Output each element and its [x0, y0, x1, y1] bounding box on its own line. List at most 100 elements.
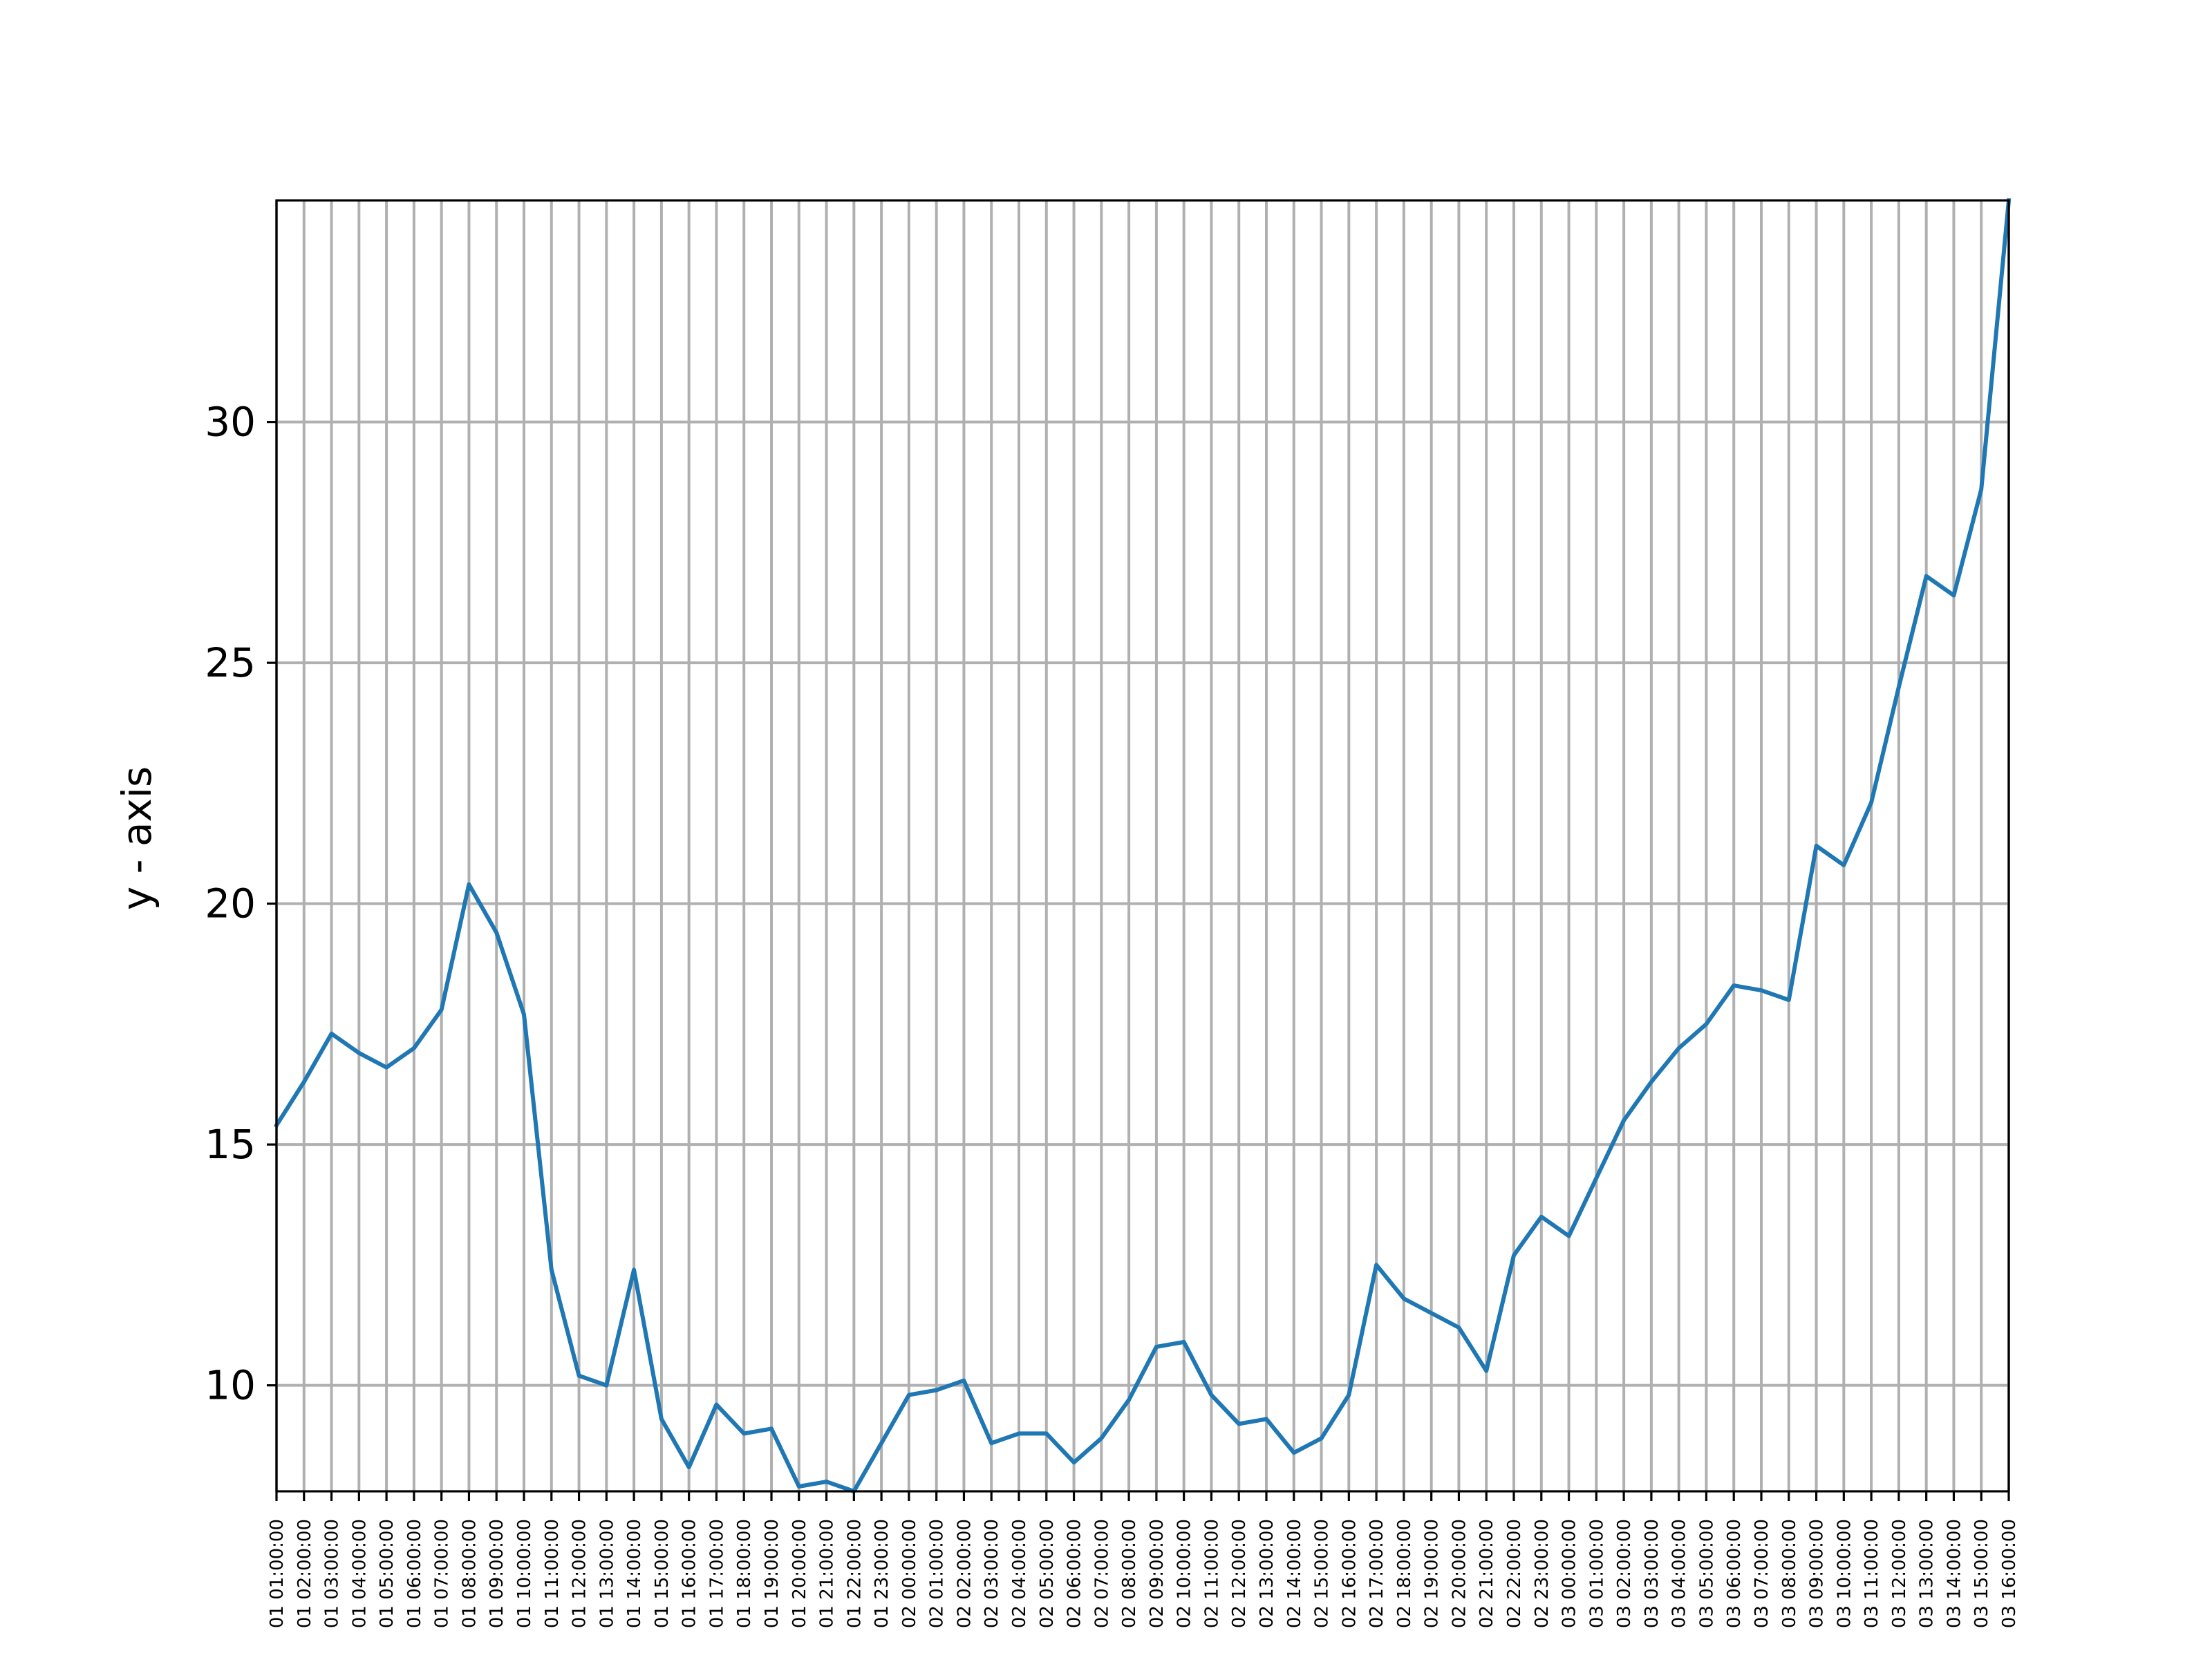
x-tick-label: 01 19:00:00: [762, 1519, 782, 1628]
data-point: [1182, 1340, 1186, 1344]
data-point: [935, 1388, 939, 1392]
data-point: [604, 1384, 608, 1388]
x-tick-label: 02 13:00:00: [1257, 1519, 1277, 1628]
data-point: [1759, 988, 1763, 992]
x-tick-label: 01 15:00:00: [652, 1519, 673, 1628]
data-point: [440, 1008, 444, 1012]
x-tick-label: 02 07:00:00: [1091, 1519, 1112, 1628]
x-tick-label: 03 10:00:00: [1834, 1519, 1855, 1628]
x-tick-label: 02 21:00:00: [1477, 1519, 1497, 1628]
x-tick-label: 01 08:00:00: [459, 1519, 480, 1628]
data-point: [1044, 1431, 1049, 1435]
data-point: [1484, 1369, 1488, 1373]
data-point: [1897, 685, 1901, 689]
x-tick-label: 02 00:00:00: [899, 1519, 920, 1628]
x-tick-label: 03 15:00:00: [1971, 1519, 1992, 1628]
x-tick-label: 03 02:00:00: [1614, 1519, 1635, 1628]
data-point: [384, 1066, 388, 1070]
data-point: [302, 1080, 306, 1084]
data-point: [330, 1032, 334, 1036]
data-point: [1539, 1215, 1544, 1219]
x-tick-label: 01 07:00:00: [432, 1519, 453, 1628]
x-tick-label: 03 01:00:00: [1586, 1519, 1607, 1628]
x-tick-label: 01 12:00:00: [570, 1519, 590, 1628]
data-point: [1869, 800, 1873, 804]
x-tick-label: 02 22:00:00: [1504, 1519, 1525, 1628]
data-point: [1154, 1345, 1159, 1349]
data-point: [550, 1267, 554, 1272]
x-tick-label: 03 00:00:00: [1559, 1519, 1580, 1628]
data-point: [1264, 1417, 1268, 1421]
x-tick-label: 02 15:00:00: [1312, 1519, 1333, 1628]
x-tick-label: 02 17:00:00: [1367, 1519, 1387, 1628]
x-tick-label: 01 18:00:00: [734, 1519, 755, 1628]
data-point: [1649, 1080, 1653, 1084]
x-tick-label: 02 11:00:00: [1201, 1519, 1222, 1628]
data-point: [522, 1012, 526, 1017]
x-tick-label: 03 08:00:00: [1779, 1519, 1800, 1628]
data-point: [1951, 594, 1956, 598]
y-axis-label: y - axis: [113, 766, 160, 910]
data-point: [1127, 1398, 1131, 1402]
data-point: [632, 1267, 636, 1272]
x-tick-label: 01 14:00:00: [624, 1519, 645, 1628]
x-tick-label: 01 01:00:00: [267, 1519, 288, 1628]
x-tick-label: 02 20:00:00: [1449, 1519, 1470, 1628]
y-tick-label: 30: [205, 399, 256, 446]
series-line: [273, 198, 2012, 1493]
x-tick-label: 03 12:00:00: [1889, 1519, 1910, 1628]
data-point: [1677, 1046, 1681, 1050]
x-tick-label: 01 23:00:00: [872, 1519, 892, 1628]
y-tick-label: 25: [205, 639, 256, 686]
x-tick-label: 03 13:00:00: [1917, 1519, 1938, 1628]
data-point: [412, 1046, 416, 1050]
data-point: [494, 930, 498, 934]
x-tick-label: 02 03:00:00: [982, 1519, 1002, 1628]
x-tick-label: 03 09:00:00: [1807, 1519, 1828, 1628]
x-tick-label: 03 06:00:00: [1724, 1519, 1745, 1628]
x-tick-label: 01 10:00:00: [514, 1519, 535, 1628]
x-tick-label: 02 09:00:00: [1147, 1519, 1168, 1628]
data-point: [714, 1403, 718, 1407]
x-tick-label: 03 03:00:00: [1642, 1519, 1662, 1628]
data-point: [577, 1374, 581, 1378]
data-point: [1787, 998, 1791, 1002]
x-tick-label: 02 18:00:00: [1394, 1519, 1415, 1628]
x-tick-label: 01 11:00:00: [542, 1519, 563, 1628]
grid-layer: [275, 200, 2010, 1491]
data-point: [1017, 1431, 1021, 1435]
axes-layer: 01 01:00:00 01 02:00:00 01 03:00:00 01 04:0…: [205, 199, 2020, 1628]
data-point: [1237, 1422, 1241, 1426]
x-tick-label: 03 04:00:00: [1669, 1519, 1690, 1628]
x-tick-label: 01 06:00:00: [404, 1519, 425, 1628]
data-point: [1456, 1325, 1461, 1330]
data-point: [1567, 1234, 1571, 1238]
data-point: [907, 1393, 911, 1397]
x-tick-label: 01 04:00:00: [349, 1519, 370, 1628]
data-point: [687, 1465, 691, 1469]
data-point: [1072, 1460, 1076, 1464]
data-point: [1704, 1022, 1708, 1026]
x-tick-label: 01 05:00:00: [377, 1519, 397, 1628]
data-point: [1924, 574, 1929, 578]
data-point: [1815, 844, 1819, 848]
y-tick-label: 10: [205, 1362, 256, 1409]
x-tick-label: 03 16:00:00: [1999, 1519, 2020, 1628]
x-tick-label: 02 05:00:00: [1037, 1519, 1058, 1628]
x-tick-label: 02 23:00:00: [1532, 1519, 1553, 1628]
x-tick-label: 03 14:00:00: [1944, 1519, 1965, 1628]
data-point: [467, 882, 471, 887]
data-point: [1594, 1176, 1598, 1180]
data-point: [1512, 1253, 1516, 1257]
data-point: [1430, 1311, 1434, 1315]
x-tick-label: 03 05:00:00: [1696, 1519, 1717, 1628]
x-tick-label: 01 20:00:00: [789, 1519, 810, 1628]
data-point: [1209, 1393, 1213, 1397]
data-point: [1320, 1436, 1324, 1440]
x-tick-label: 01 16:00:00: [679, 1519, 700, 1628]
data-point: [962, 1379, 966, 1383]
x-tick-label: 01 22:00:00: [844, 1519, 865, 1628]
x-tick-label: 01 13:00:00: [597, 1519, 617, 1628]
